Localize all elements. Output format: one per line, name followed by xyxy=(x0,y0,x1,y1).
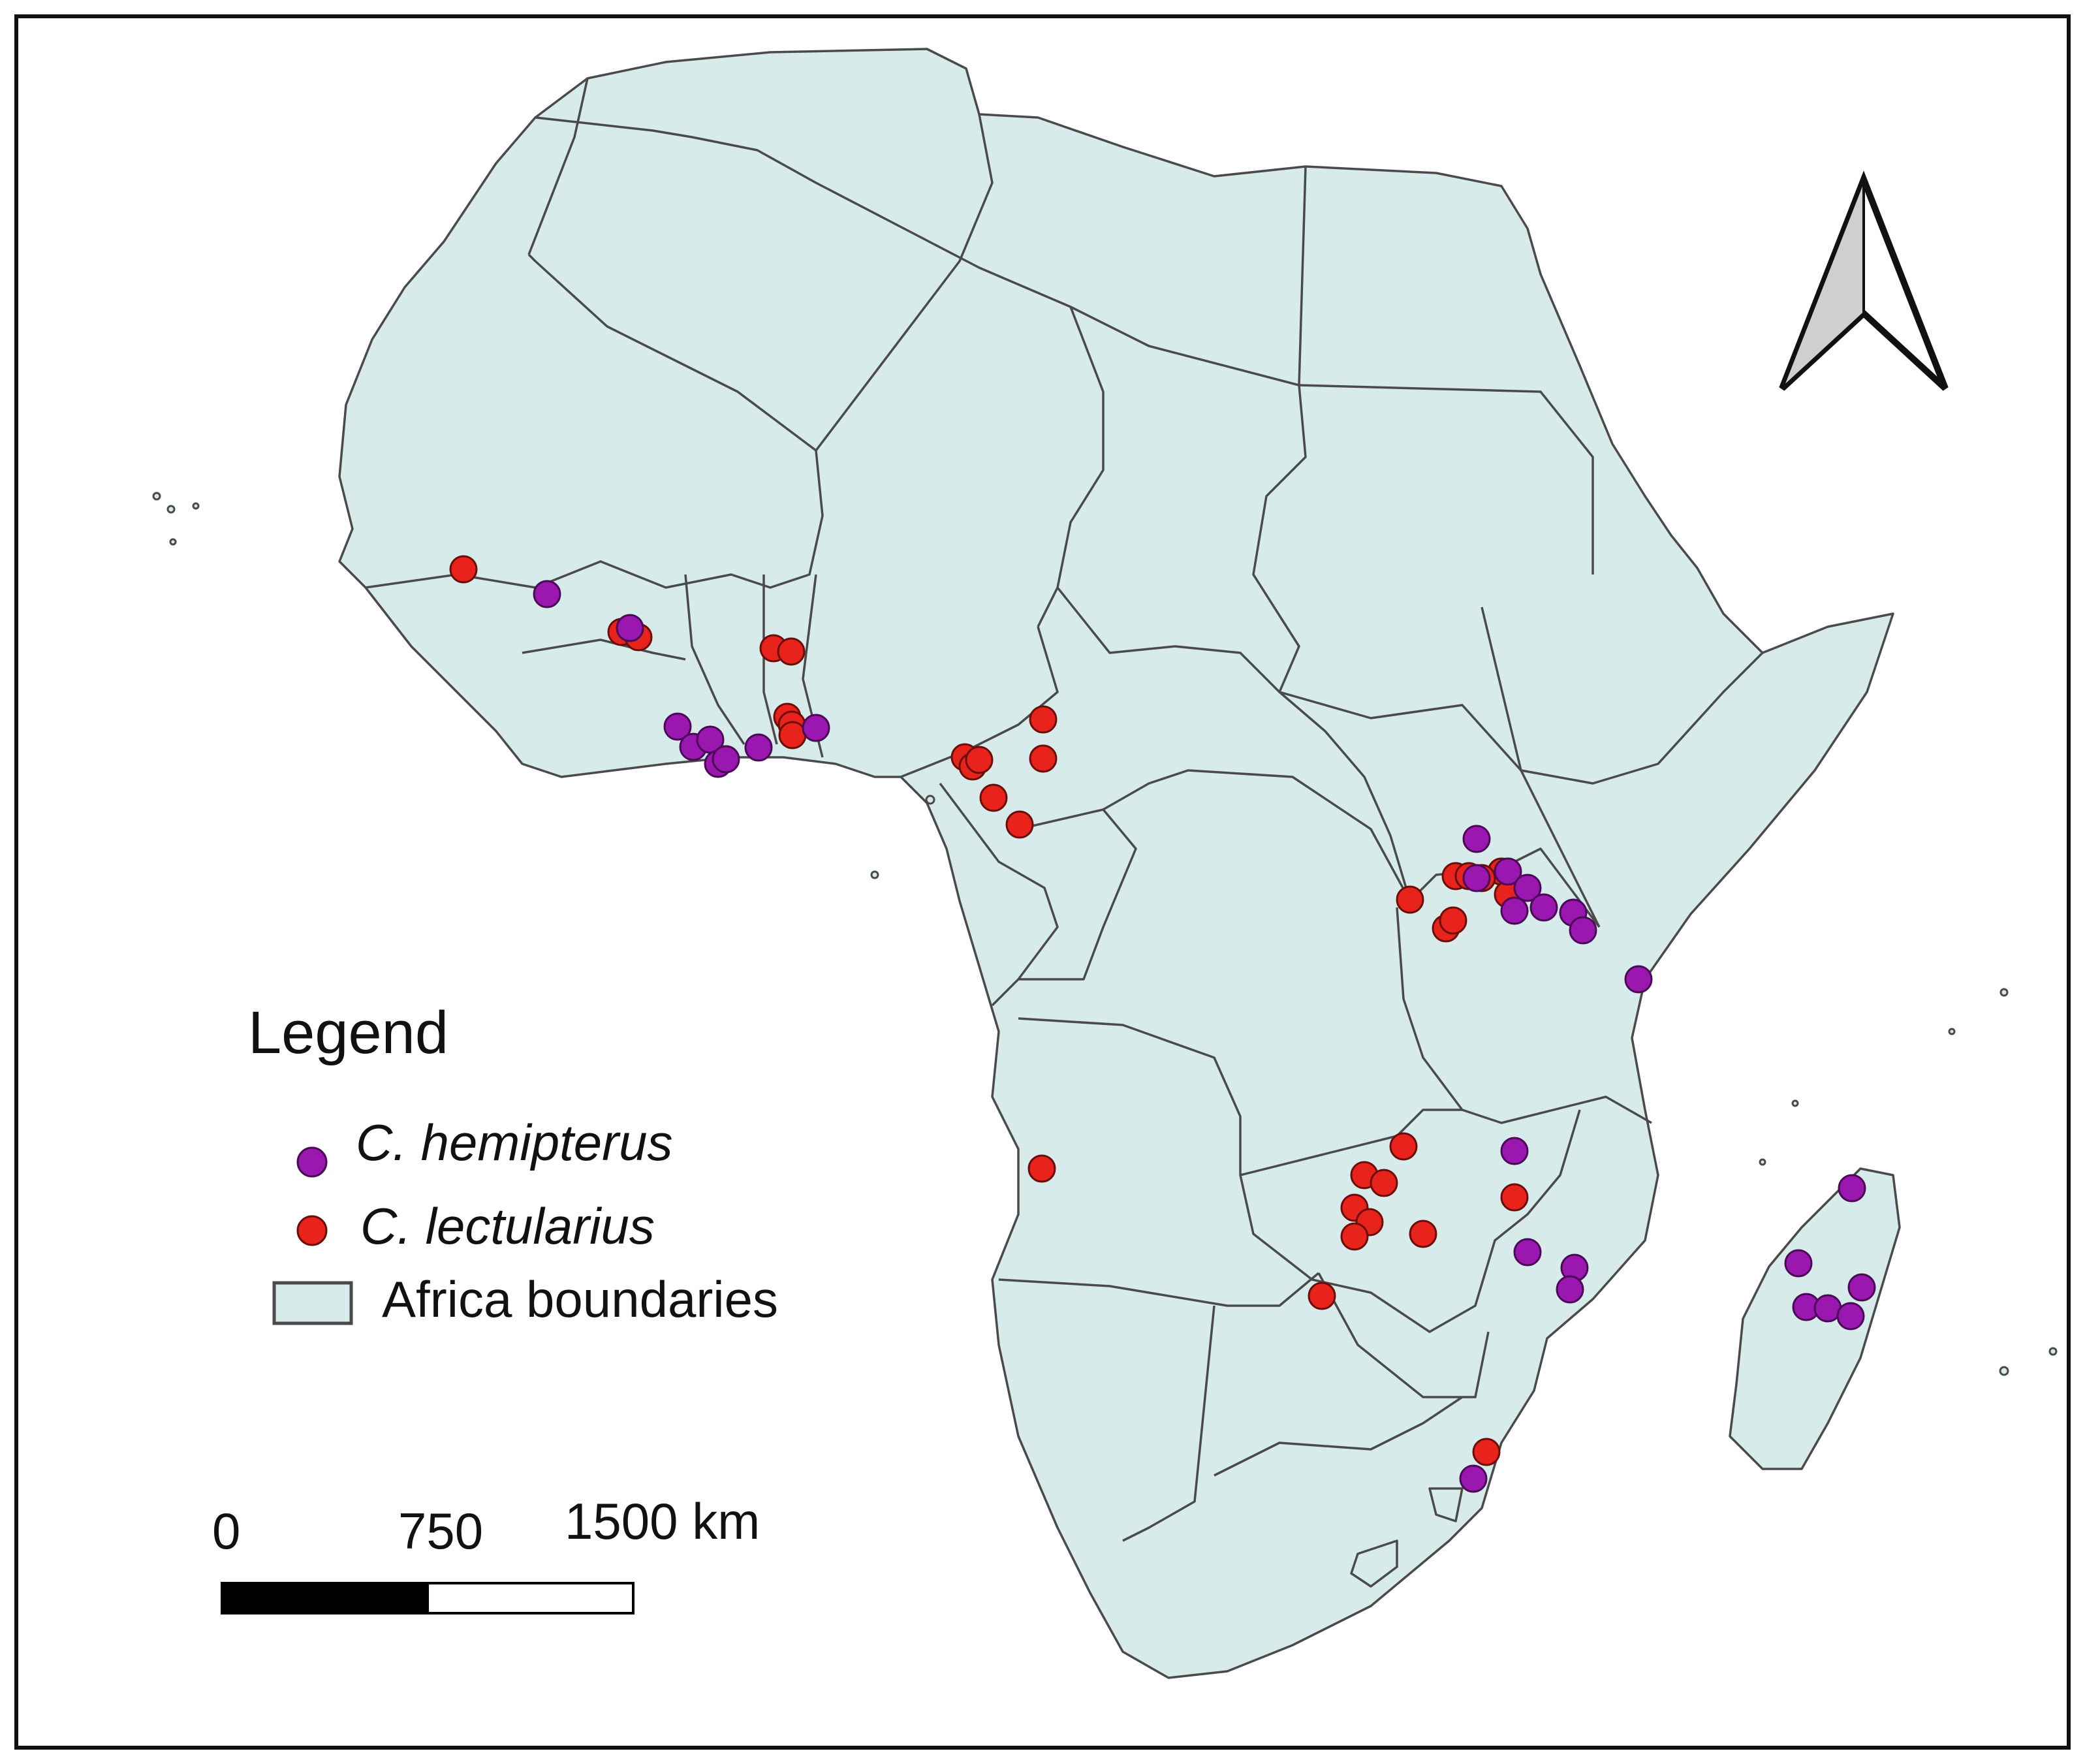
hemipterus-point xyxy=(616,614,644,642)
scale-bar xyxy=(221,1582,635,1614)
hemipterus-point xyxy=(1836,1302,1865,1331)
hemipterus-point xyxy=(1462,864,1491,892)
lectularius-point xyxy=(1370,1169,1398,1197)
lectularius-point xyxy=(979,783,1008,812)
country-borders xyxy=(365,78,1764,1588)
hemipterus-point xyxy=(802,714,830,742)
lectularius-point xyxy=(1308,1282,1336,1310)
hemipterus-point xyxy=(1529,893,1558,922)
legend-label-boundaries: Africa boundaries xyxy=(382,1270,779,1328)
hemipterus-point xyxy=(1624,965,1653,994)
scale-label-1500: 1500 km xyxy=(565,1492,760,1550)
legend-hemipterus-symbol xyxy=(296,1146,328,1178)
lectularius-point xyxy=(1340,1222,1369,1251)
hemipterus-point xyxy=(533,580,561,608)
hemipterus-point xyxy=(1569,916,1597,945)
hemipterus-point xyxy=(663,712,692,741)
lectularius-point xyxy=(1029,705,1058,734)
lectularius-point xyxy=(1029,744,1058,773)
lectularius-point xyxy=(1005,810,1034,839)
hemipterus-point xyxy=(1556,1275,1584,1304)
occurrence-points xyxy=(449,555,1876,1493)
islands xyxy=(152,492,2058,1376)
hemipterus-point xyxy=(1494,857,1522,886)
madagascar xyxy=(1729,1167,1901,1470)
scale-label-0: 0 xyxy=(212,1502,241,1560)
legend-lectularius-symbol xyxy=(296,1215,328,1246)
lectularius-point xyxy=(965,746,994,774)
hemipterus-point xyxy=(1513,874,1542,902)
hemipterus-point xyxy=(1838,1174,1866,1203)
hemipterus-point xyxy=(1500,1137,1529,1165)
lectularius-point xyxy=(1500,1183,1529,1212)
lectularius-point xyxy=(1409,1220,1437,1248)
legend-boundaries-symbol xyxy=(272,1281,353,1325)
legend-label-hemipterus: C. hemipterus xyxy=(356,1114,673,1171)
hemipterus-point xyxy=(1500,896,1529,925)
hemipterus-point xyxy=(712,745,740,774)
hemipterus-point xyxy=(1847,1273,1876,1302)
lectularius-point xyxy=(1027,1154,1056,1183)
lectularius-point xyxy=(1472,1438,1501,1466)
hemipterus-point xyxy=(744,733,773,762)
hemipterus-point xyxy=(1784,1249,1813,1278)
legend-label-lectularius: C. lectularius xyxy=(360,1197,655,1255)
lectularius-point xyxy=(777,637,806,666)
lectularius-point xyxy=(1396,885,1424,914)
lectularius-point xyxy=(1439,906,1467,935)
africa-landmass xyxy=(338,48,1894,1679)
north-arrow-icon xyxy=(1779,170,1949,391)
hemipterus-point xyxy=(1459,1464,1488,1493)
lectularius-point xyxy=(449,555,478,584)
lectularius-point xyxy=(1389,1132,1418,1161)
legend-symbols xyxy=(272,1146,353,1325)
lectularius-point xyxy=(778,721,807,749)
legend-title: Legend xyxy=(248,1000,448,1066)
hemipterus-point xyxy=(1462,825,1491,853)
hemipterus-point xyxy=(1513,1238,1542,1267)
scale-label-750: 750 xyxy=(398,1502,484,1560)
